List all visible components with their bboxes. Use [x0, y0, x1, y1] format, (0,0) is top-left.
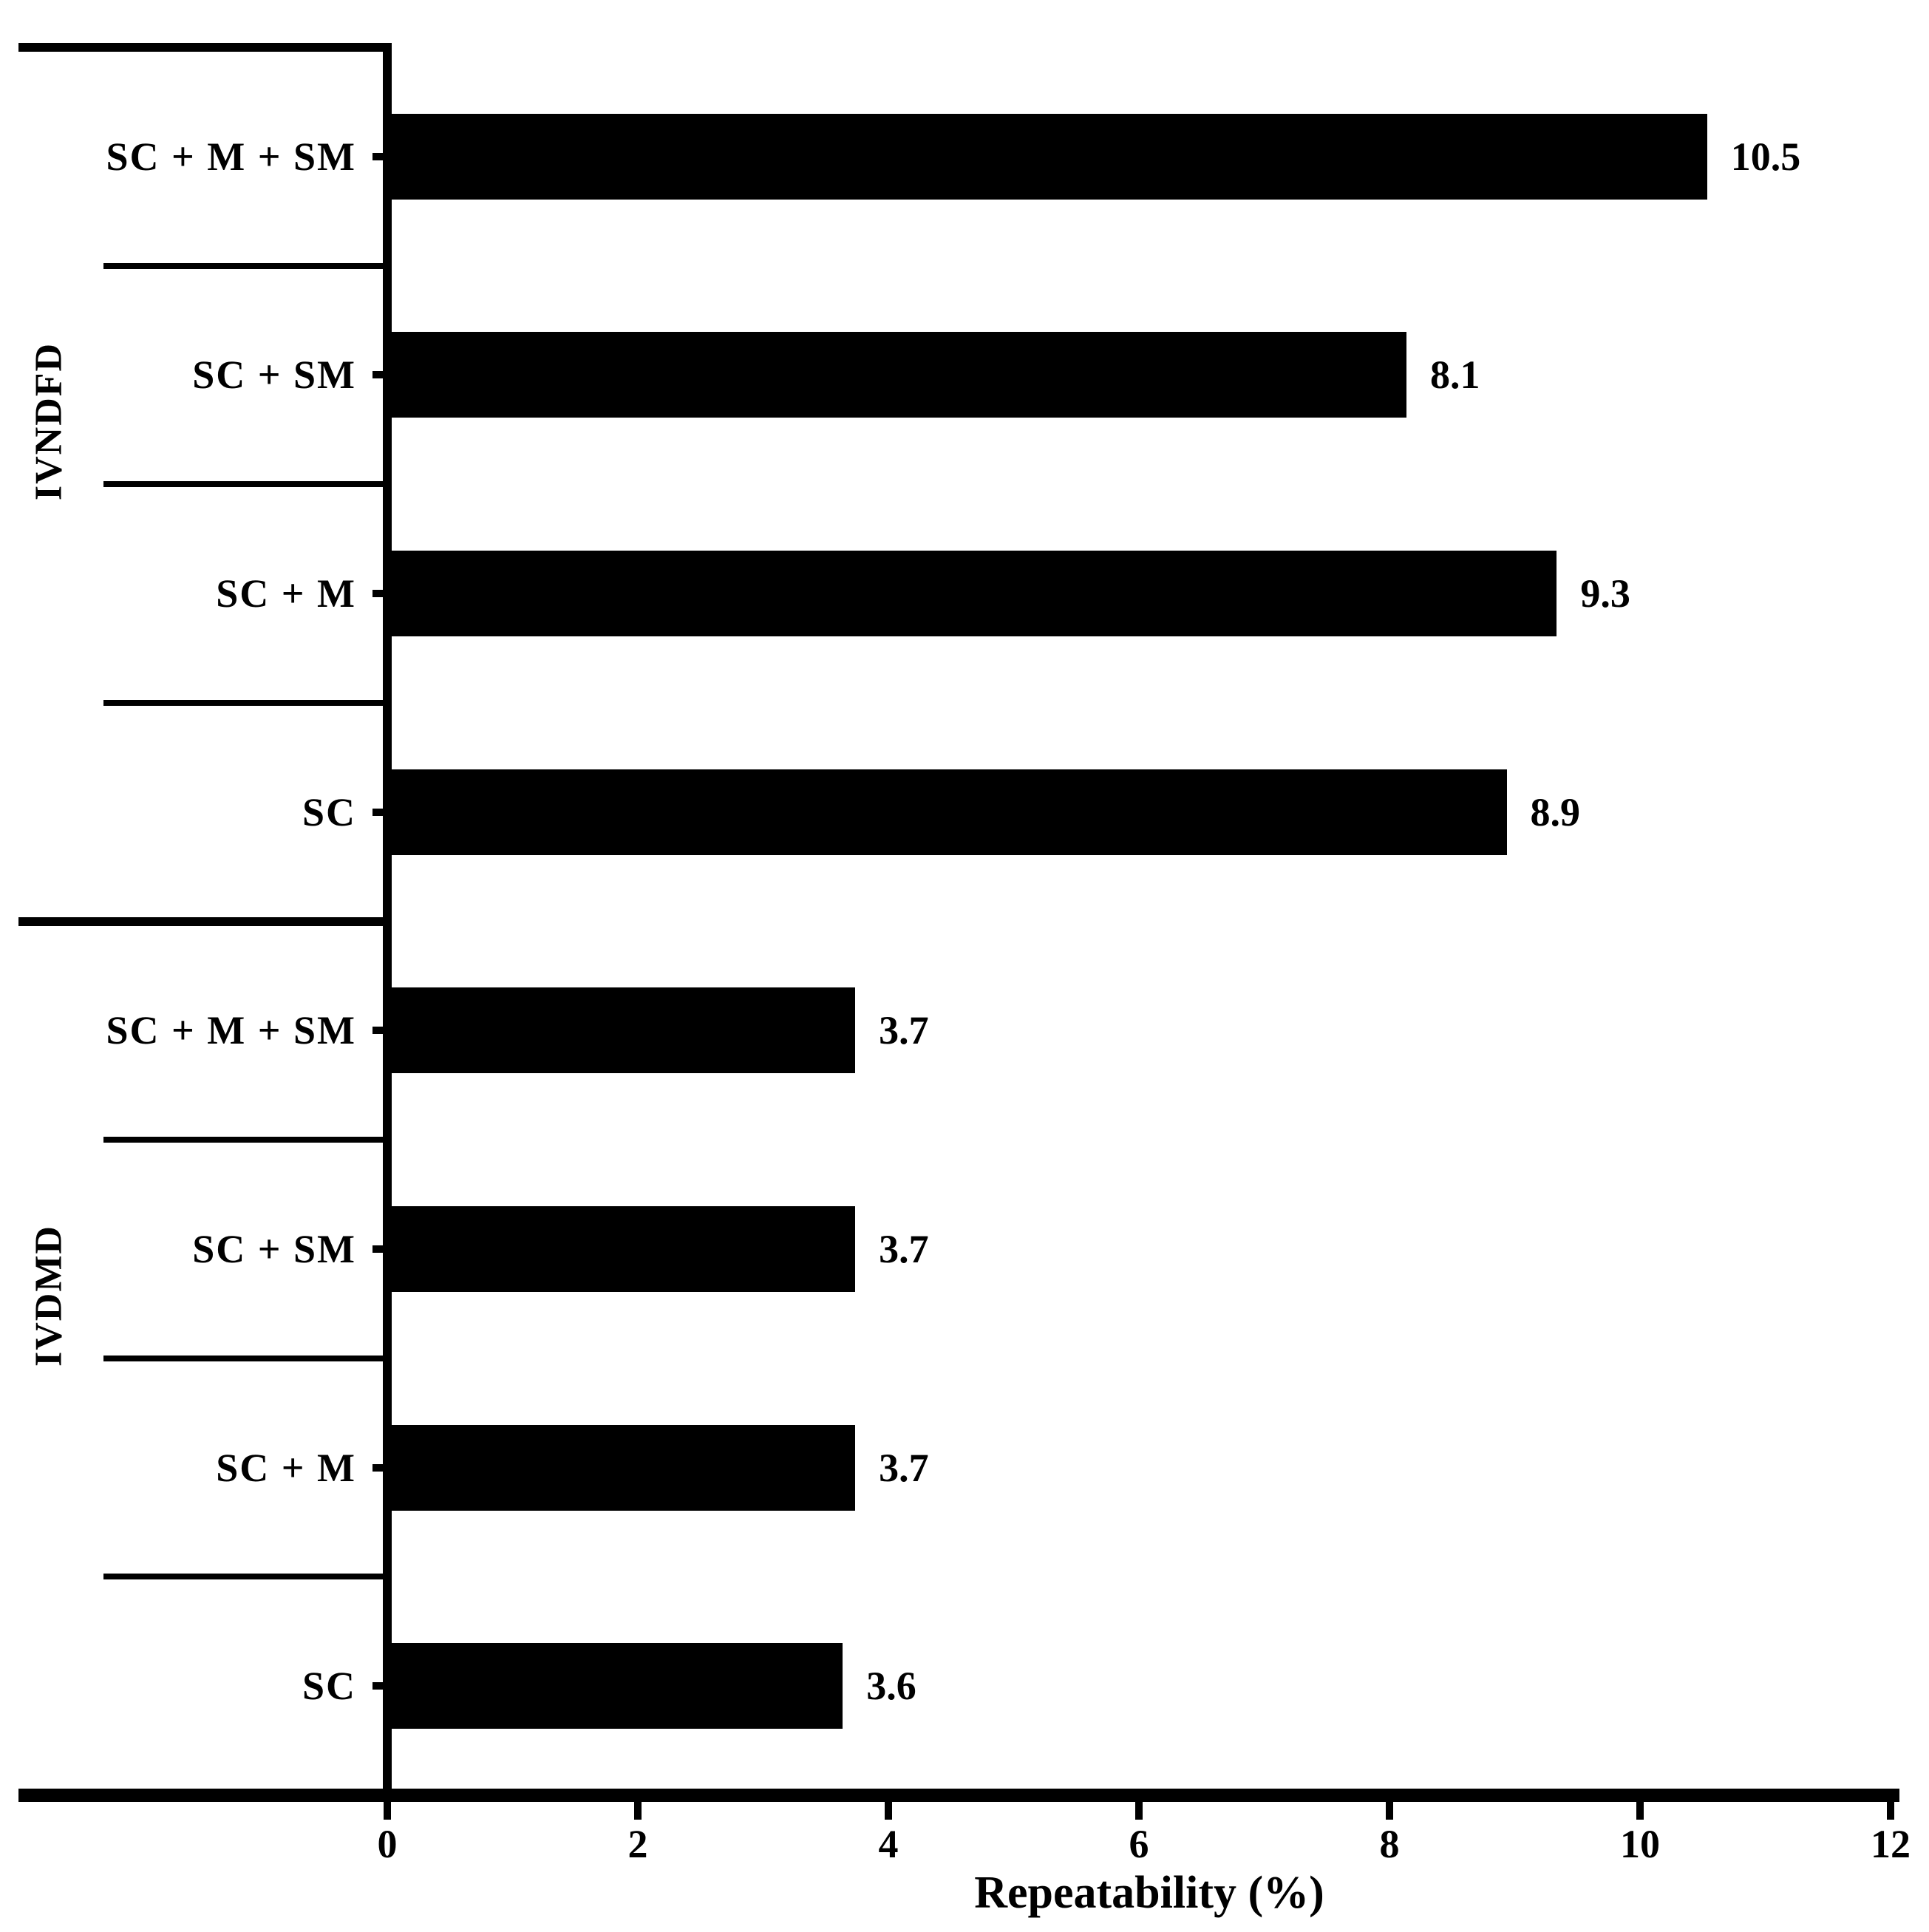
category-divider-line	[103, 699, 392, 706]
category-label: SC	[302, 1664, 356, 1709]
category-divider-line	[103, 1137, 392, 1143]
x-tick	[1386, 1802, 1393, 1820]
category-tick	[372, 1027, 383, 1035]
x-tick-label: 4	[878, 1822, 899, 1866]
bar-value-label: 3.7	[879, 1008, 929, 1053]
x-tick	[384, 1802, 391, 1820]
category-label: SC + M + SM	[106, 134, 356, 179]
bar-value-label: 9.3	[1580, 571, 1630, 616]
category-tick	[372, 590, 383, 598]
x-tick-label: 6	[1129, 1822, 1149, 1866]
bar-value-label: 3.7	[879, 1226, 929, 1271]
bar-value-label: 3.7	[879, 1445, 929, 1490]
bar-value-label: 10.5	[1730, 134, 1801, 179]
x-tick	[634, 1802, 642, 1820]
bar	[392, 1205, 856, 1292]
bar	[392, 987, 856, 1074]
category-tick	[372, 1682, 383, 1690]
bar	[392, 1424, 856, 1511]
group-divider-line	[18, 916, 392, 926]
x-tick	[1135, 1802, 1143, 1820]
category-label: SC + SM	[192, 1226, 356, 1271]
category-tick	[372, 1245, 383, 1253]
category-label: SC + M	[216, 571, 356, 616]
category-tick	[372, 152, 383, 160]
category-divider-line	[103, 481, 392, 488]
category-label: SC + SM	[192, 353, 356, 398]
category-divider-line	[103, 1574, 392, 1580]
bar	[392, 113, 1707, 200]
category-divider-line	[103, 262, 392, 269]
category-label: SC	[302, 789, 356, 834]
x-axis-line	[18, 1789, 1899, 1802]
bar	[392, 551, 1557, 637]
x-tick-label: 0	[377, 1822, 398, 1866]
x-tick-label: 12	[1871, 1822, 1911, 1866]
bar	[392, 332, 1406, 418]
top-frame-line	[18, 43, 392, 52]
x-tick	[885, 1802, 892, 1820]
category-tick	[372, 1463, 383, 1472]
bar	[392, 1643, 843, 1729]
category-divider-line	[103, 1355, 392, 1361]
bar-value-label: 8.9	[1530, 789, 1581, 834]
bar-value-label: 8.1	[1429, 353, 1480, 398]
category-tick	[372, 808, 383, 816]
x-tick	[1636, 1802, 1644, 1820]
x-tick-label: 8	[1379, 1822, 1400, 1866]
bar-value-label: 3.6	[866, 1664, 916, 1709]
x-axis-title: Repeatability (%)	[974, 1868, 1324, 1918]
category-tick	[372, 371, 383, 379]
group-label-ivndfd: IVNDFD	[27, 342, 70, 501]
category-label: SC + M + SM	[106, 1008, 356, 1053]
x-tick	[1887, 1802, 1894, 1820]
group-label-ivdmd: IVDMD	[27, 1224, 70, 1367]
bar	[392, 769, 1507, 855]
x-tick-label: 2	[627, 1822, 648, 1866]
category-label: SC + M	[216, 1445, 356, 1490]
x-tick-label: 10	[1620, 1822, 1660, 1866]
